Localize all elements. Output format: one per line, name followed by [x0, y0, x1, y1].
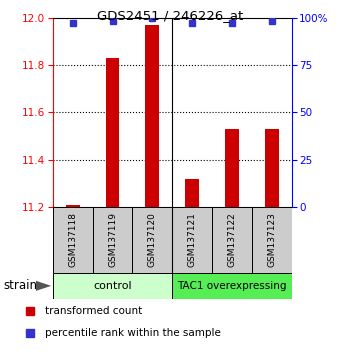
- Bar: [212, 207, 252, 273]
- Text: percentile rank within the sample: percentile rank within the sample: [45, 328, 221, 338]
- Bar: [172, 207, 212, 273]
- Bar: [53, 273, 172, 299]
- Text: GSM137119: GSM137119: [108, 212, 117, 267]
- Text: GSM137121: GSM137121: [188, 212, 197, 267]
- Bar: [106, 58, 119, 207]
- Text: GDS2451 / 246226_at: GDS2451 / 246226_at: [98, 9, 243, 22]
- Bar: [172, 273, 292, 299]
- Polygon shape: [36, 281, 51, 291]
- Text: control: control: [93, 281, 132, 291]
- Bar: [53, 207, 93, 273]
- Text: strain: strain: [3, 279, 38, 292]
- Bar: [225, 129, 239, 207]
- Text: GSM137122: GSM137122: [227, 212, 236, 267]
- Text: GSM137120: GSM137120: [148, 212, 157, 267]
- Text: transformed count: transformed count: [45, 306, 143, 316]
- Bar: [132, 207, 172, 273]
- Text: GSM137118: GSM137118: [68, 212, 77, 267]
- Bar: [185, 179, 199, 207]
- Text: TAC1 overexpressing: TAC1 overexpressing: [177, 281, 287, 291]
- Bar: [145, 25, 159, 207]
- Bar: [93, 207, 132, 273]
- Text: GSM137123: GSM137123: [267, 212, 276, 267]
- Bar: [252, 207, 292, 273]
- Bar: [265, 129, 279, 207]
- Bar: [66, 205, 80, 207]
